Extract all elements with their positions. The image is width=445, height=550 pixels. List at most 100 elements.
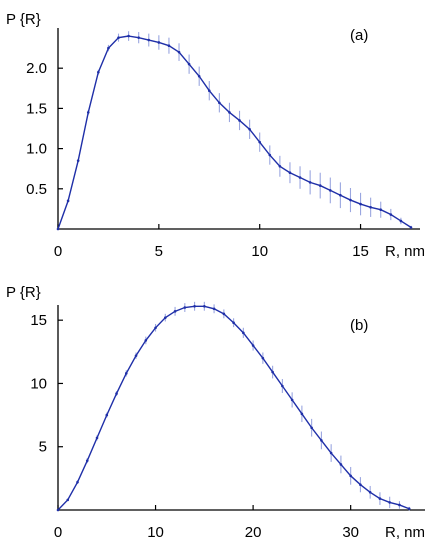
series-line: [57, 35, 412, 230]
y-tick-label: 1.5: [26, 100, 47, 117]
data-point: [76, 480, 79, 484]
data-point: [167, 44, 171, 47]
y-tick-label: 15: [30, 312, 47, 329]
data-curve: [56, 34, 413, 231]
ticks: 0 5 10 15 0.5 1.0 1.5 2.0: [26, 60, 369, 260]
x-tick-label: 5: [155, 243, 163, 260]
data-point: [134, 354, 138, 357]
data-point: [218, 101, 221, 105]
data-point: [359, 483, 362, 486]
chart-panel-b: P {R} (b) R, nm 0 10 20 30 5 10 15: [6, 284, 425, 541]
data-point: [117, 36, 120, 39]
y-tick-label: 1.0: [26, 141, 47, 158]
data-point: [212, 307, 216, 311]
data-point: [407, 507, 411, 511]
data-point: [76, 159, 80, 162]
data-point: [388, 501, 391, 504]
x-tick-label: 10: [147, 524, 164, 541]
data-point: [183, 306, 187, 309]
data-point: [238, 119, 241, 122]
y-axis-label: P {R}: [6, 284, 41, 301]
y-tick-label: 10: [30, 375, 47, 392]
data-point: [242, 331, 245, 335]
data-point: [261, 356, 265, 360]
data-point: [378, 497, 382, 500]
data-point: [329, 189, 332, 192]
y-tick-label: 5: [39, 439, 47, 456]
data-point: [105, 413, 109, 417]
data-point: [144, 339, 148, 342]
data-point: [154, 326, 157, 330]
panel-label: (b): [350, 317, 368, 334]
data-point: [127, 34, 130, 38]
data-point: [187, 62, 191, 66]
data-point: [95, 436, 99, 440]
data-point: [115, 392, 118, 395]
data-point: [85, 459, 89, 462]
data-point: [278, 164, 282, 168]
data-point: [193, 304, 196, 308]
data-point: [137, 36, 140, 39]
series-line: [57, 305, 410, 511]
data-point: [339, 463, 343, 466]
x-tick-label: 15: [352, 243, 369, 260]
data-point: [308, 181, 312, 184]
y-tick-label: 0.5: [26, 181, 47, 198]
data-point: [290, 398, 294, 402]
data-point: [66, 199, 70, 203]
data-point: [124, 372, 128, 375]
data-point: [207, 89, 211, 93]
data-point: [56, 508, 60, 512]
data-point: [203, 304, 206, 308]
data-point: [369, 205, 372, 209]
data-point: [288, 171, 292, 175]
x-axis-label: R, nm: [385, 243, 425, 260]
data-point: [320, 439, 323, 442]
data-point: [329, 451, 333, 455]
data-point: [228, 111, 231, 114]
data-point: [398, 503, 401, 507]
data-point: [248, 128, 251, 131]
data-point: [56, 227, 60, 231]
data-point: [251, 344, 255, 347]
ticks: 0 10 20 30 5 10 15: [30, 312, 359, 541]
data-point: [197, 74, 201, 78]
data-point: [232, 321, 235, 325]
data-point: [399, 219, 403, 223]
data-point: [66, 498, 70, 502]
data-point: [86, 111, 90, 114]
data-point: [173, 310, 177, 313]
data-point: [300, 412, 304, 416]
data-point: [268, 153, 272, 157]
error-bars: [67, 31, 412, 229]
data-curve: [56, 304, 411, 512]
data-point: [107, 46, 110, 50]
data-point: [281, 384, 284, 388]
data-point: [389, 213, 393, 216]
y-axis-label: P {R}: [6, 11, 41, 28]
data-point: [310, 426, 313, 430]
x-tick-label: 10: [251, 243, 268, 260]
data-point: [379, 208, 383, 212]
x-tick-label: 0: [54, 243, 62, 260]
data-point: [177, 50, 181, 54]
data-point: [164, 316, 167, 319]
x-tick-label: 30: [342, 524, 359, 541]
x-tick-label: 0: [54, 524, 62, 541]
data-point: [222, 312, 226, 316]
data-point: [368, 490, 372, 494]
data-point: [409, 226, 413, 229]
data-point: [258, 140, 262, 144]
panel-label: (a): [350, 27, 368, 44]
y-tick-label: 2.0: [26, 60, 47, 77]
data-point: [359, 202, 362, 206]
chart-panel-a: P {R} (a) R, nm 0 5 10 15 0.5 1.0 1.5 2.0: [6, 11, 425, 260]
data-point: [339, 193, 342, 197]
data-point: [349, 474, 352, 478]
data-point: [271, 370, 274, 374]
x-tick-label: 20: [245, 524, 262, 541]
data-point: [349, 198, 352, 202]
data-point: [298, 176, 302, 179]
data-point: [318, 184, 322, 187]
